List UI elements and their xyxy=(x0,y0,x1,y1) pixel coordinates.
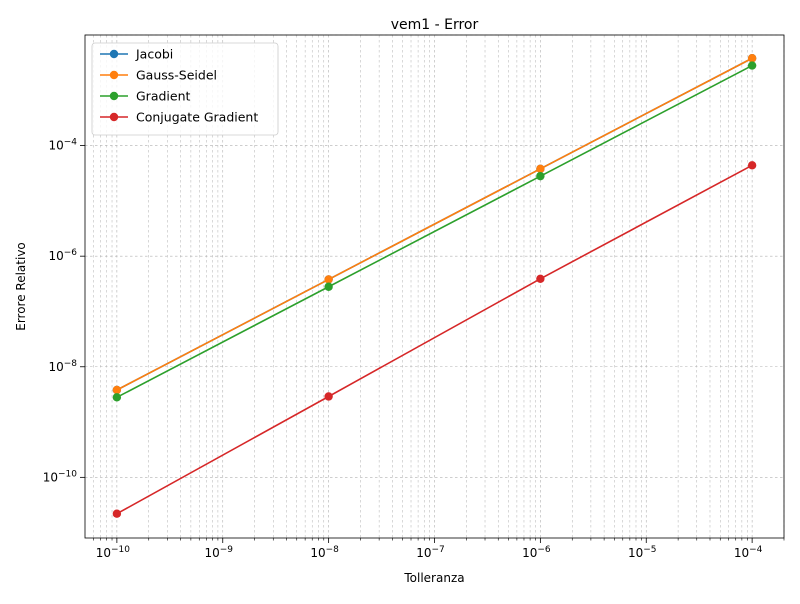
x-tick-label: 10−8 xyxy=(310,545,339,560)
y-tick-label: 10−8 xyxy=(48,359,77,374)
legend-marker-conjugate-gradient xyxy=(109,112,119,122)
data-point-gradient xyxy=(112,393,122,402)
x-tick-label: 10−7 xyxy=(416,545,445,560)
legend: Jacobi Gauss-Seidel Gradient Conjugate Grad… xyxy=(91,42,279,136)
legend-label-gauss-seidel: Gauss-Seidel xyxy=(136,68,217,83)
y-axis-label: Errore Relativo xyxy=(14,242,28,331)
data-point-conjugate-gradient xyxy=(112,509,122,518)
data-point-gradient xyxy=(324,282,333,291)
legend-marker-gauss-seidel xyxy=(109,70,119,80)
x-tick-label: 10−9 xyxy=(204,545,233,560)
x-tick-label: 10−10 xyxy=(96,545,131,560)
x-axis-label: Tolleranza xyxy=(403,571,464,585)
data-point-conjugate-gradient xyxy=(536,274,545,283)
legend-marker-jacobi xyxy=(109,49,119,59)
data-point-conjugate-gradient xyxy=(324,392,333,401)
y-axis-ticks: 10−10 10−8 10−6 10−4 xyxy=(43,138,85,484)
series-group xyxy=(112,54,757,518)
series-line-conjugate-gradient xyxy=(116,164,753,515)
legend-label-jacobi: Jacobi xyxy=(135,47,173,62)
y-tick-label: 10−10 xyxy=(43,469,78,484)
series-line-gradient xyxy=(116,64,753,399)
data-point-gradient xyxy=(747,61,757,70)
y-tick-label: 10−6 xyxy=(48,248,77,263)
data-point-gauss-seidel xyxy=(536,164,545,174)
x-tick-label: 10−6 xyxy=(522,545,551,560)
legend-box xyxy=(91,42,279,136)
data-point-gradient xyxy=(536,171,545,181)
x-tick-label: 10−4 xyxy=(734,545,763,560)
x-tick-label: 10−5 xyxy=(628,545,657,560)
data-point-gauss-seidel xyxy=(324,275,333,284)
legend-label-conjugate-gradient: Conjugate Gradient xyxy=(136,110,258,125)
data-point-gauss-seidel xyxy=(747,54,757,63)
legend-label-gradient: Gradient xyxy=(136,89,191,104)
legend-marker-gradient xyxy=(109,91,119,101)
x-axis-ticks: 10−10 10−9 10−8 10−7 10−6 10−5 10−4 xyxy=(93,538,785,560)
data-point-gauss-seidel xyxy=(112,385,122,395)
chart-title: vem1 - Error xyxy=(391,17,479,33)
series-line-gauss-seidel xyxy=(116,57,753,391)
y-tick-label: 10−4 xyxy=(48,138,77,153)
data-point-conjugate-gradient xyxy=(747,161,757,170)
